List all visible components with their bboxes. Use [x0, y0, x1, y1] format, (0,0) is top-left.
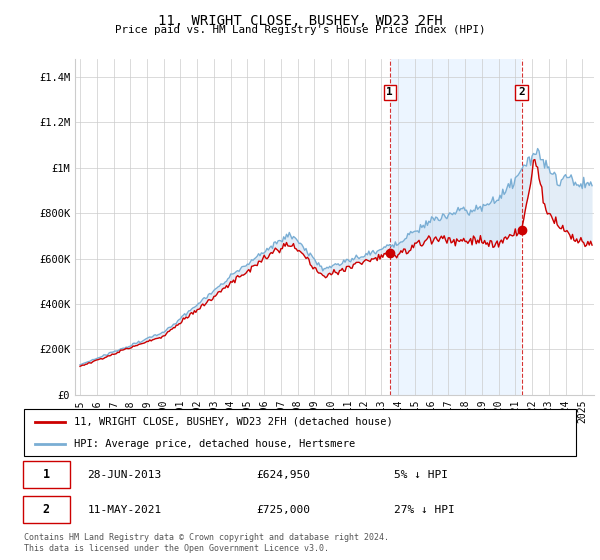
Text: 2: 2	[43, 503, 50, 516]
Text: 28-JUN-2013: 28-JUN-2013	[88, 470, 162, 479]
Text: 1: 1	[43, 468, 50, 481]
Text: 11, WRIGHT CLOSE, BUSHEY, WD23 2FH (detached house): 11, WRIGHT CLOSE, BUSHEY, WD23 2FH (deta…	[74, 417, 392, 427]
Text: 5% ↓ HPI: 5% ↓ HPI	[394, 470, 448, 479]
Text: 1: 1	[386, 87, 393, 97]
Text: Price paid vs. HM Land Registry's House Price Index (HPI): Price paid vs. HM Land Registry's House …	[115, 25, 485, 35]
Text: 27% ↓ HPI: 27% ↓ HPI	[394, 505, 455, 515]
Text: £624,950: £624,950	[256, 470, 310, 479]
Text: Contains HM Land Registry data © Crown copyright and database right 2024.
This d: Contains HM Land Registry data © Crown c…	[24, 533, 389, 553]
Text: 11, WRIGHT CLOSE, BUSHEY, WD23 2FH: 11, WRIGHT CLOSE, BUSHEY, WD23 2FH	[158, 14, 442, 28]
FancyBboxPatch shape	[23, 461, 70, 488]
FancyBboxPatch shape	[23, 496, 70, 523]
Text: HPI: Average price, detached house, Hertsmere: HPI: Average price, detached house, Hert…	[74, 438, 355, 449]
Text: 2: 2	[518, 87, 525, 97]
Text: 11-MAY-2021: 11-MAY-2021	[88, 505, 162, 515]
Text: £725,000: £725,000	[256, 505, 310, 515]
